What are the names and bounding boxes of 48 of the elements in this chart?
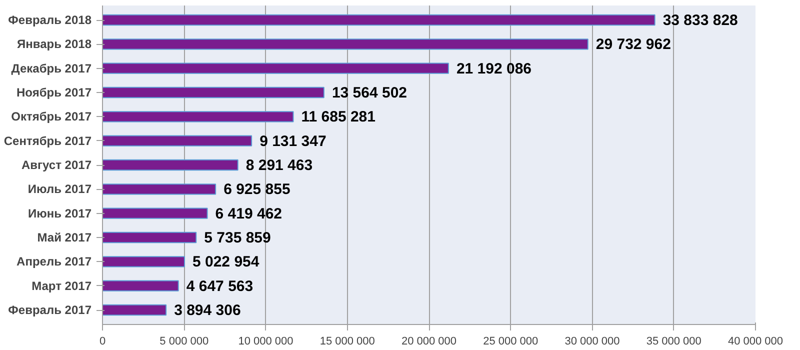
- bar: [102, 38, 588, 50]
- x-tick-label: 15 000 000: [320, 336, 375, 348]
- data-label: 8 291 463: [246, 157, 313, 174]
- y-tick-label: Февраль 2017: [8, 303, 92, 317]
- bar: [102, 111, 294, 122]
- y-tick-label: Февраль 2018: [8, 13, 92, 27]
- data-label: 4 647 563: [186, 278, 254, 295]
- x-tick-label: 0: [99, 336, 106, 348]
- data-label: 33 833 828: [662, 12, 738, 29]
- bar: [102, 14, 656, 26]
- y-tick-label: Октябрь 2017: [11, 110, 92, 124]
- bar: [102, 62, 449, 74]
- data-label: 21 192 086: [456, 60, 532, 78]
- x-tick-label: 40 000 000: [728, 336, 784, 348]
- data-label: 5 022 954: [192, 254, 260, 271]
- y-tick-label: Декабрь 2017: [11, 61, 92, 76]
- data-label: 6 419 462: [215, 205, 282, 222]
- data-label: 6 925 855: [224, 181, 290, 198]
- y-tick-label: Август 2017: [22, 158, 92, 172]
- y-tick-label: Январь 2018: [17, 37, 92, 52]
- y-tick-label: Сентябрь 2017: [4, 134, 92, 148]
- bar: [102, 256, 185, 268]
- data-label: 5 735 859: [204, 230, 271, 246]
- x-tick-label: 25 000 000: [483, 336, 538, 348]
- bar: [102, 208, 208, 219]
- x-tick-label: 5 000 000: [160, 336, 209, 348]
- bar: [102, 232, 197, 244]
- data-label: 3 894 306: [174, 302, 241, 319]
- data-label: 13 564 502: [332, 84, 408, 102]
- bar: [102, 159, 238, 171]
- bar: [102, 86, 324, 98]
- y-tick-label: Апрель 2017: [16, 254, 92, 269]
- bar: [102, 135, 252, 146]
- data-label: 29 732 962: [596, 36, 671, 54]
- y-tick-label: Март 2017: [32, 278, 92, 293]
- bar: [102, 304, 167, 316]
- x-tick-label: 35 000 000: [646, 336, 702, 348]
- y-tick-label: Май 2017: [37, 230, 92, 244]
- y-tick-label: Июль 2017: [28, 182, 92, 196]
- data-label: 9 131 347: [260, 132, 326, 150]
- bar: [102, 280, 179, 292]
- y-tick-label: Ноябрь 2017: [16, 86, 92, 100]
- x-tick-label: 30 000 000: [564, 336, 620, 348]
- x-tick-label: 20 000 000: [401, 336, 457, 348]
- y-tick-label: Июнь 2017: [28, 206, 92, 220]
- bar: [102, 184, 216, 195]
- x-tick-label: 10 000 000: [238, 336, 294, 348]
- data-label: 11 685 281: [301, 108, 376, 126]
